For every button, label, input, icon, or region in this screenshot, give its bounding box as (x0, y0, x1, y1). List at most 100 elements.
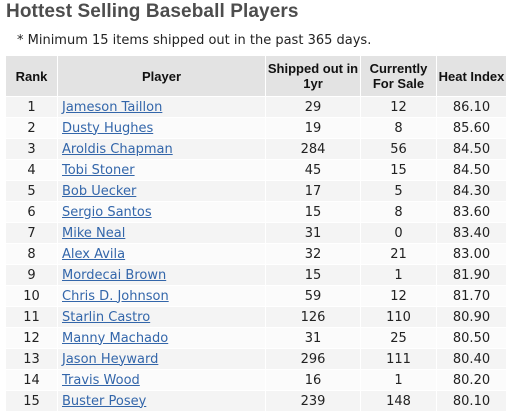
player-link[interactable]: Mordecai Brown (62, 267, 167, 283)
rank-cell: 2 (5, 117, 58, 139)
heat-index-cell: 80.90 (436, 306, 507, 328)
table-row: 9 Mordecai Brown 15 1 81.90 (5, 264, 507, 286)
heat-index-cell: 86.10 (436, 96, 507, 118)
heat-index-cell: 84.50 (436, 138, 507, 160)
shipped-cell: 126 (265, 306, 361, 328)
player-cell: Mike Neal (57, 222, 266, 244)
heat-index-cell: 83.40 (436, 222, 507, 244)
for-sale-cell: 8 (360, 117, 437, 139)
shipped-cell: 239 (265, 390, 361, 412)
player-link[interactable]: Buster Posey (62, 393, 147, 409)
player-cell: Sergio Santos (57, 201, 266, 223)
player-cell: Dusty Hughes (57, 117, 266, 139)
rank-cell: 8 (5, 243, 58, 265)
player-cell: Tobi Stoner (57, 159, 266, 181)
shipped-cell: 17 (265, 180, 361, 202)
shipped-cell: 284 (265, 138, 361, 160)
heat-index-cell: 80.10 (436, 390, 507, 412)
player-cell: Travis Wood (57, 369, 266, 391)
player-link[interactable]: Travis Wood (62, 372, 140, 388)
shipped-cell: 15 (265, 201, 361, 223)
player-link[interactable]: Jason Heyward (62, 351, 159, 367)
player-link[interactable]: Starlin Castro (62, 309, 151, 325)
player-link[interactable]: Bob Uecker (62, 183, 137, 199)
table-row: 7 Mike Neal 31 0 83.40 (5, 222, 507, 244)
for-sale-cell: 0 (360, 222, 437, 244)
table-row: 12 Manny Machado 31 25 80.50 (5, 327, 507, 349)
heat-index-cell: 83.00 (436, 243, 507, 265)
player-cell: Aroldis Chapman (57, 138, 266, 160)
table-row: 4 Tobi Stoner 45 15 84.50 (5, 159, 507, 181)
for-sale-cell: 111 (360, 348, 437, 370)
shipped-cell: 45 (265, 159, 361, 181)
for-sale-cell: 148 (360, 390, 437, 412)
rank-cell: 3 (5, 138, 58, 160)
header-shipped: Shipped out in 1yr (265, 55, 361, 97)
rank-cell: 1 (5, 96, 58, 118)
minimum-note: * Minimum 15 items shipped out in the pa… (17, 33, 372, 48)
for-sale-cell: 12 (360, 96, 437, 118)
heat-index-cell: 85.60 (436, 117, 507, 139)
player-cell: Chris D. Johnson (57, 285, 266, 307)
shipped-cell: 31 (265, 222, 361, 244)
heat-index-cell: 81.70 (436, 285, 507, 307)
players-table: Rank Player Shipped out in 1yr Currently… (5, 55, 507, 412)
rank-cell: 14 (5, 369, 58, 391)
player-link[interactable]: Alex Avila (62, 246, 126, 262)
player-link[interactable]: Tobi Stoner (62, 162, 135, 178)
shipped-cell: 16 (265, 369, 361, 391)
table-row: 8 Alex Avila 32 21 83.00 (5, 243, 507, 265)
for-sale-cell: 110 (360, 306, 437, 328)
for-sale-cell: 12 (360, 285, 437, 307)
rank-cell: 7 (5, 222, 58, 244)
player-link[interactable]: Dusty Hughes (62, 120, 154, 136)
for-sale-cell: 56 (360, 138, 437, 160)
shipped-cell: 15 (265, 264, 361, 286)
rank-cell: 9 (5, 264, 58, 286)
shipped-cell: 296 (265, 348, 361, 370)
page-title: Hottest Selling Baseball Players (6, 1, 299, 22)
table-row: 14 Travis Wood 16 1 80.20 (5, 369, 507, 391)
for-sale-cell: 1 (360, 369, 437, 391)
header-for-sale: Currently For Sale (360, 55, 437, 97)
player-link[interactable]: Manny Machado (62, 330, 169, 346)
for-sale-cell: 8 (360, 201, 437, 223)
player-cell: Jameson Taillon (57, 96, 266, 118)
heat-index-cell: 84.50 (436, 159, 507, 181)
table-row: 5 Bob Uecker 17 5 84.30 (5, 180, 507, 202)
table-row: 15 Buster Posey 239 148 80.10 (5, 390, 507, 412)
table-row: 13 Jason Heyward 296 111 80.40 (5, 348, 507, 370)
table-row: 3 Aroldis Chapman 284 56 84.50 (5, 138, 507, 160)
player-link[interactable]: Sergio Santos (62, 204, 152, 220)
table-row: 10 Chris D. Johnson 59 12 81.70 (5, 285, 507, 307)
shipped-cell: 31 (265, 327, 361, 349)
player-link[interactable]: Chris D. Johnson (62, 288, 169, 304)
shipped-cell: 59 (265, 285, 361, 307)
table-row: 1 Jameson Taillon 29 12 86.10 (5, 96, 507, 118)
rank-cell: 11 (5, 306, 58, 328)
for-sale-cell: 5 (360, 180, 437, 202)
player-link[interactable]: Aroldis Chapman (62, 141, 173, 157)
player-cell: Alex Avila (57, 243, 266, 265)
header-player: Player (57, 55, 266, 97)
player-cell: Mordecai Brown (57, 264, 266, 286)
player-link[interactable]: Mike Neal (62, 225, 126, 241)
rank-cell: 6 (5, 201, 58, 223)
shipped-cell: 32 (265, 243, 361, 265)
for-sale-cell: 21 (360, 243, 437, 265)
heat-index-cell: 81.90 (436, 264, 507, 286)
header-rank: Rank (5, 55, 58, 97)
heat-index-cell: 80.20 (436, 369, 507, 391)
for-sale-cell: 25 (360, 327, 437, 349)
player-cell: Bob Uecker (57, 180, 266, 202)
rank-cell: 12 (5, 327, 58, 349)
player-link[interactable]: Jameson Taillon (62, 99, 163, 115)
rank-cell: 4 (5, 159, 58, 181)
shipped-cell: 29 (265, 96, 361, 118)
player-cell: Manny Machado (57, 327, 266, 349)
table-row: 6 Sergio Santos 15 8 83.60 (5, 201, 507, 223)
table-row: 2 Dusty Hughes 19 8 85.60 (5, 117, 507, 139)
header-heat-index: Heat Index (436, 55, 507, 97)
heat-index-cell: 84.30 (436, 180, 507, 202)
player-cell: Starlin Castro (57, 306, 266, 328)
